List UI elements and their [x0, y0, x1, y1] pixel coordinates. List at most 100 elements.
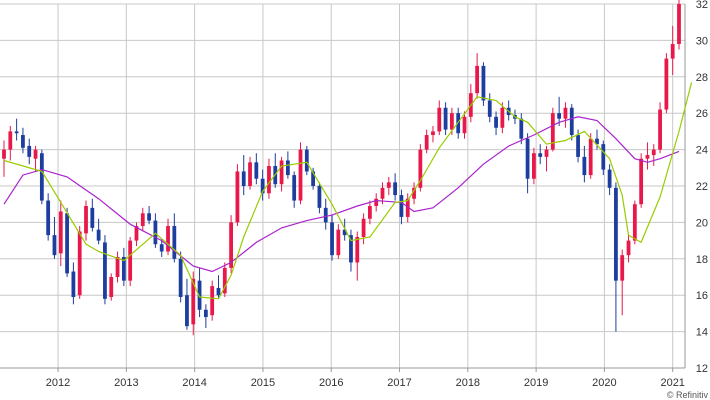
candle-body — [418, 149, 423, 188]
candle — [134, 222, 139, 247]
candle-body — [14, 131, 19, 134]
candle — [96, 218, 101, 245]
candle — [494, 111, 498, 136]
candle-body — [77, 231, 82, 296]
candle — [601, 140, 606, 176]
candle-body — [254, 162, 259, 179]
candle — [626, 235, 631, 263]
candle — [166, 218, 170, 256]
candle — [2, 140, 6, 177]
candle-body — [538, 153, 543, 157]
candle — [424, 129, 429, 154]
candle-body — [664, 58, 669, 110]
candle — [27, 138, 32, 165]
candle — [71, 262, 76, 305]
candle-body — [292, 175, 297, 201]
x-tick-label: 2021 — [660, 377, 684, 389]
candle — [304, 145, 309, 176]
y-tick-label: 24 — [696, 145, 708, 157]
candle-body — [399, 195, 404, 217]
candle-body — [620, 255, 625, 281]
candle — [121, 247, 126, 287]
candle-body — [304, 149, 309, 172]
candle-body — [336, 229, 341, 256]
candle-body — [52, 235, 57, 256]
candle-body — [355, 236, 360, 263]
candle — [582, 145, 587, 183]
moving-average-long-line — [3, 116, 680, 273]
candle-body — [128, 240, 133, 281]
candle-body — [159, 244, 164, 252]
candle — [330, 215, 334, 261]
candle — [203, 304, 208, 328]
candle-body — [525, 138, 530, 179]
candle — [475, 53, 480, 99]
candle-body — [450, 113, 454, 130]
candle-body — [203, 309, 208, 318]
candle-body — [550, 113, 555, 150]
candle — [298, 142, 303, 205]
candle — [500, 102, 505, 134]
candle-body — [279, 160, 284, 185]
candle — [103, 235, 107, 305]
candle — [544, 145, 549, 172]
x-tick-label: 2015 — [251, 377, 275, 389]
candle-body — [185, 295, 189, 327]
y-tick-label: 12 — [696, 363, 708, 375]
y-tick-label: 32 — [696, 0, 708, 11]
candle — [658, 102, 662, 154]
candle — [279, 156, 284, 192]
candle-body — [614, 187, 618, 281]
candle — [248, 156, 252, 190]
y-tick-label: 20 — [696, 217, 708, 229]
candle-body — [235, 171, 240, 223]
candle — [614, 182, 618, 332]
candle-body — [58, 211, 63, 254]
candle — [222, 262, 227, 298]
candle-body — [462, 116, 467, 134]
candle — [185, 278, 189, 330]
candle — [538, 144, 543, 165]
candle-body — [71, 271, 76, 298]
candle — [412, 182, 416, 205]
candle — [386, 176, 391, 196]
candle — [178, 251, 183, 303]
candle-body — [405, 198, 410, 217]
candle-body — [330, 222, 334, 256]
candle — [90, 198, 95, 232]
candle — [267, 158, 271, 199]
candle — [21, 127, 25, 154]
candle-body — [109, 277, 114, 298]
candle-body — [374, 198, 379, 207]
x-tick-label: 2014 — [182, 377, 206, 389]
candle-body — [2, 149, 6, 159]
candle — [374, 193, 379, 212]
candle-body — [342, 229, 347, 236]
candle-body — [626, 240, 631, 256]
candle-body — [21, 135, 25, 148]
candle — [260, 169, 265, 201]
candle — [317, 182, 322, 214]
candle-body — [412, 187, 416, 199]
moving-average-short-line — [3, 82, 693, 300]
candle-body — [645, 155, 650, 159]
candle — [563, 102, 568, 128]
candle-body — [103, 242, 107, 299]
candle-body — [475, 65, 480, 94]
candle — [197, 267, 202, 318]
candle — [645, 142, 650, 170]
candle — [216, 275, 221, 299]
candle — [311, 167, 316, 190]
candle — [487, 93, 492, 123]
y-tick-label: 22 — [696, 181, 708, 193]
candle-body — [658, 109, 662, 150]
candle — [399, 189, 404, 225]
candle — [172, 213, 177, 263]
candle-body — [569, 107, 574, 136]
candle — [405, 193, 410, 223]
candle — [128, 236, 133, 287]
y-tick-label: 14 — [696, 327, 708, 339]
candle — [677, 0, 681, 50]
candle — [39, 149, 44, 205]
candle-body — [115, 256, 120, 277]
